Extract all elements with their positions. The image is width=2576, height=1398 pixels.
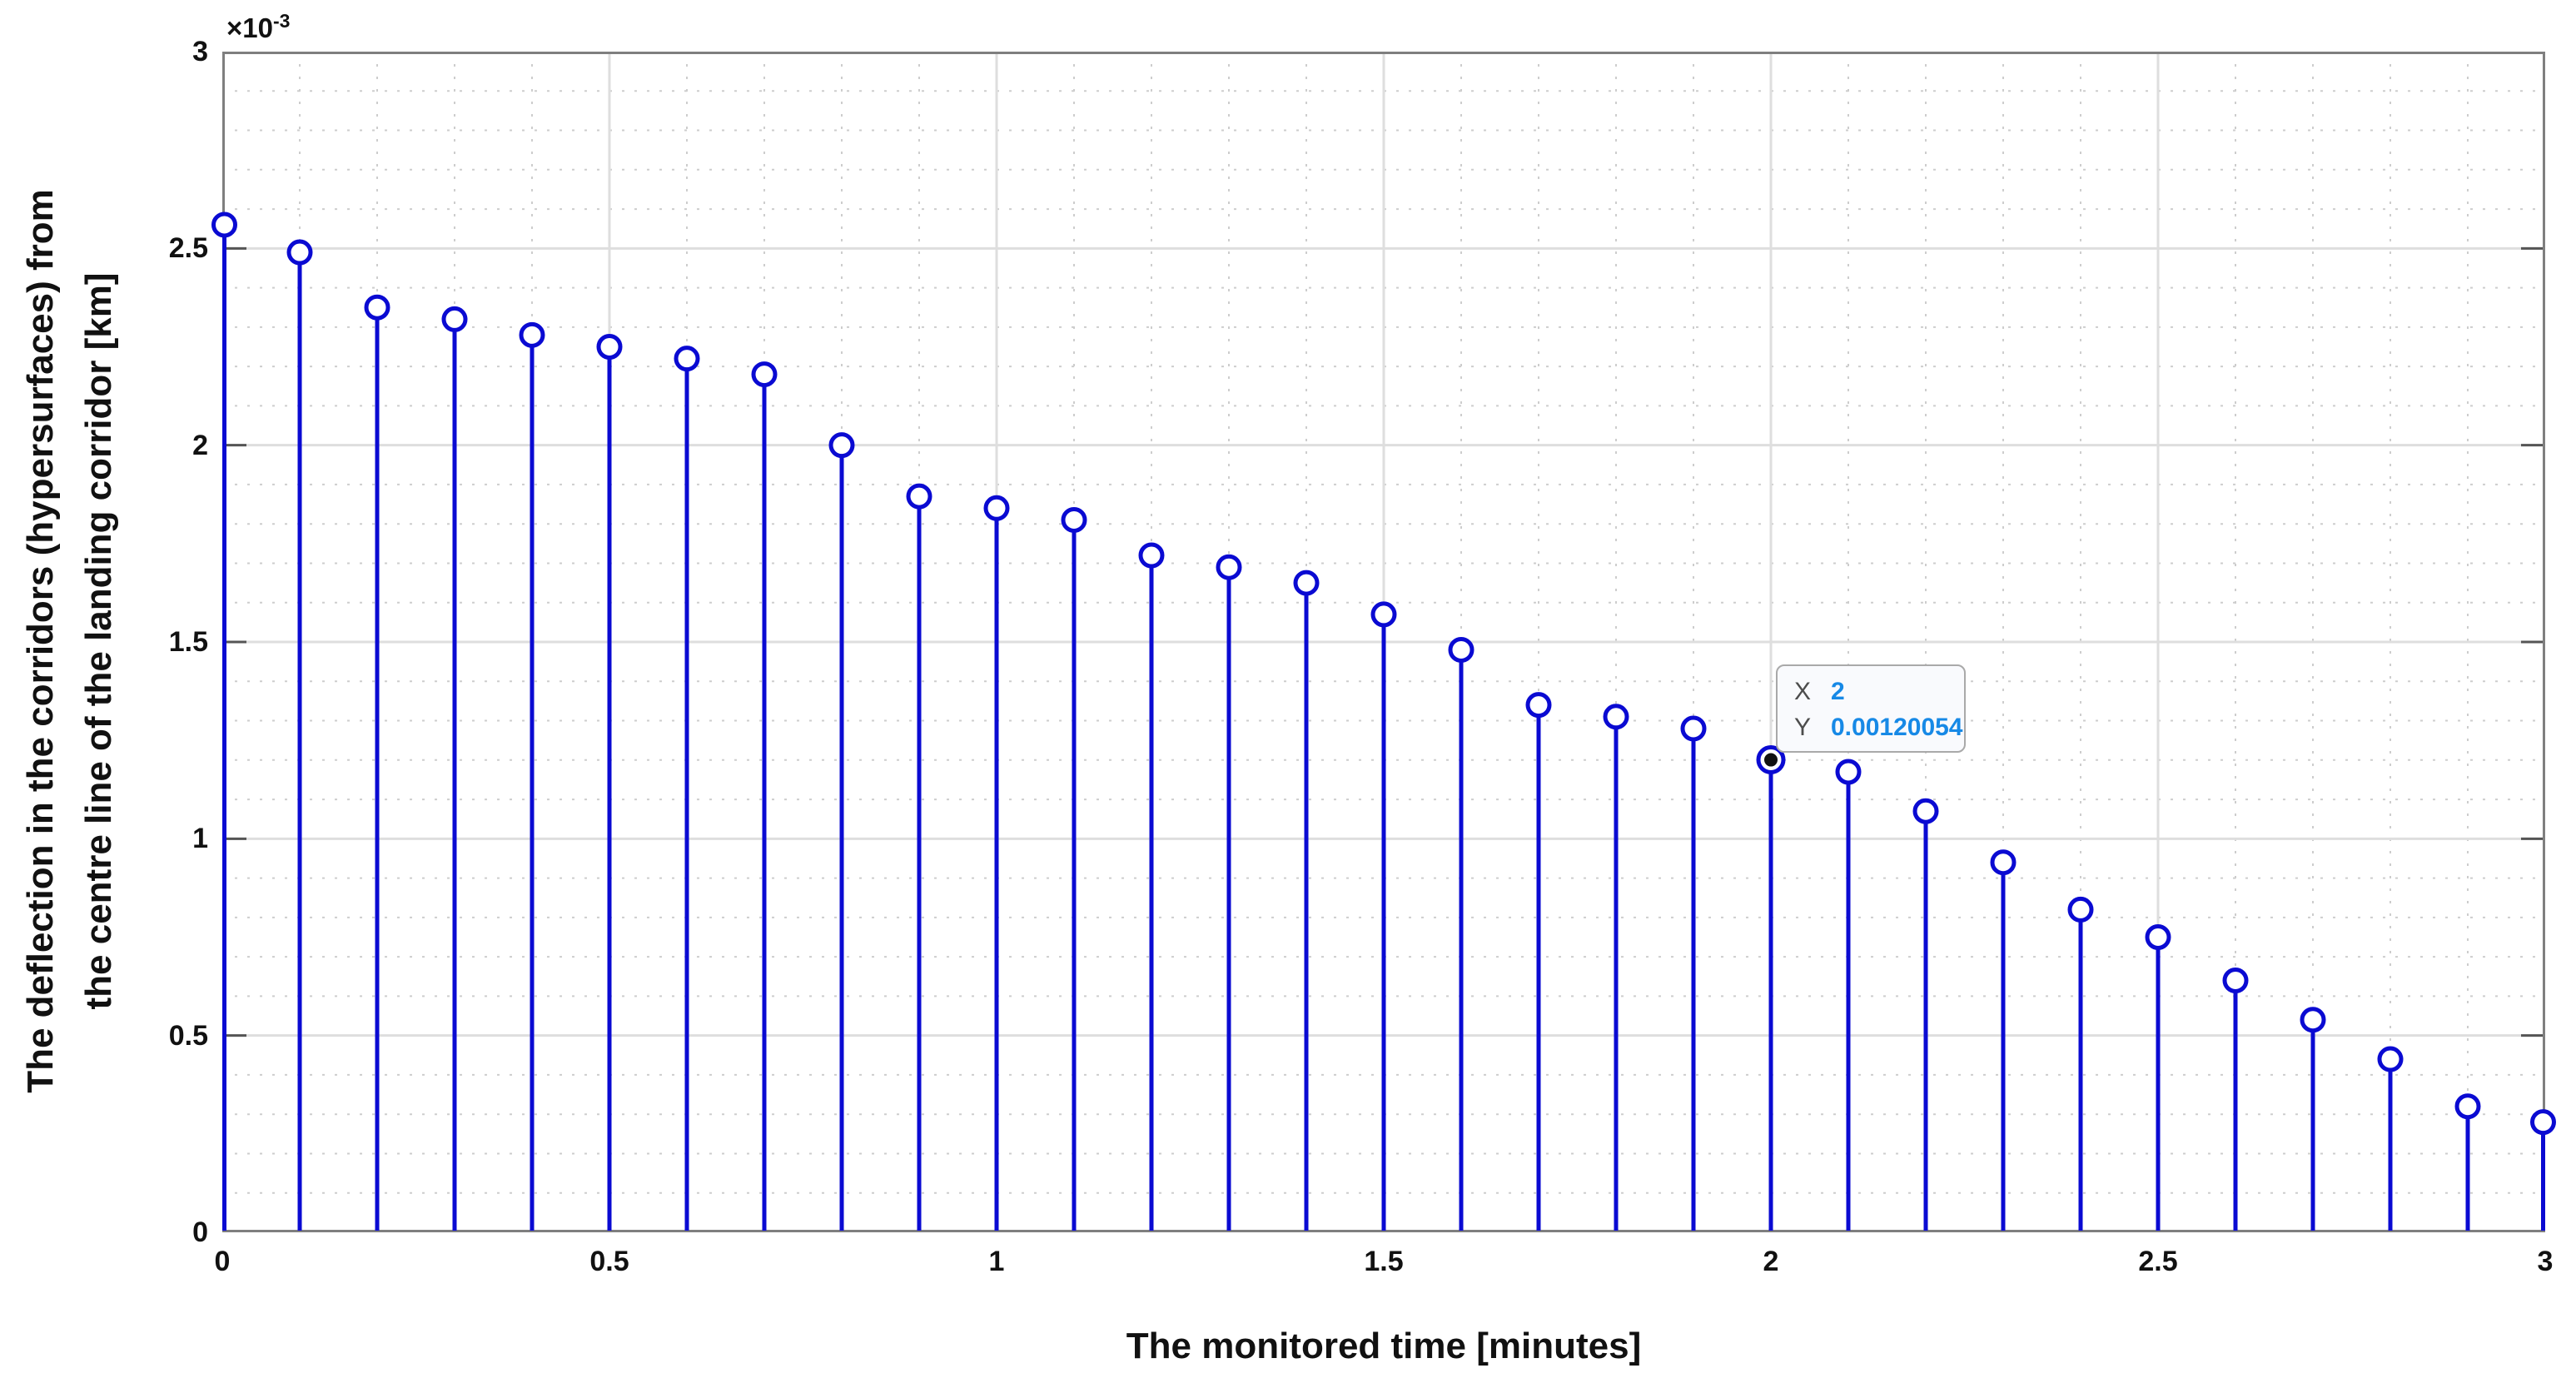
stem-marker[interactable] [2145,924,2171,950]
stem-marker[interactable] [519,321,545,348]
stem-chart [211,52,2556,1232]
stem-marker[interactable] [2067,896,2094,923]
y-tick-label: 0.5 [168,1019,208,1052]
stem-marker[interactable] [906,483,932,510]
datatip-y-label: Y [1794,714,1812,741]
y-tick-label: 2.5 [168,232,208,265]
stem-marker[interactable] [751,361,778,388]
stem-marker[interactable] [211,211,237,238]
datatip-x-label: X [1794,678,1812,705]
stem-marker[interactable] [1680,715,1707,742]
x-tick-label: 3 [2537,1246,2554,1277]
x-tick-label: 2.5 [2138,1246,2178,1277]
x-tick-label: 2 [1763,1246,1779,1277]
y-axis-exponent-base: ×10 [226,12,273,43]
stem-marker[interactable] [828,432,855,459]
stem-marker[interactable] [2454,1093,2481,1120]
stem-marker[interactable] [1912,798,1939,824]
stem-marker[interactable] [2300,1007,2326,1033]
stem-marker[interactable] [2377,1046,2404,1072]
x-axis-label: The monitored time [minutes] [1126,1326,1642,1366]
stem-marker[interactable] [1603,704,1629,730]
datatip-x-value: 2 [1831,678,1845,705]
stem-marker[interactable] [2530,1109,2556,1136]
stem-marker[interactable] [674,346,700,372]
stem-marker[interactable] [1370,601,1397,628]
y-tick-label: 0 [192,1216,208,1248]
y-tick-label: 2 [192,429,208,461]
datatip-y-value: 0.00120054 [1831,714,1963,741]
stem-marker[interactable] [1061,506,1087,533]
x-tick-label: 1.5 [1364,1246,1404,1277]
stem-marker[interactable] [596,334,623,360]
stem-marker[interactable] [1990,849,2017,876]
stem-marker[interactable] [1138,542,1165,569]
selected-point-dot [1764,753,1778,767]
y-tick-label: 1 [192,823,208,855]
stem-marker[interactable] [1293,570,1320,596]
stem-marker[interactable] [1835,759,1862,785]
x-tick-label: 1 [988,1246,1005,1277]
stem-marker[interactable] [286,239,313,266]
x-tick-label: 0.5 [589,1246,629,1277]
stem-marker[interactable] [1525,692,1552,719]
datatip-y-row: Y 0.00120054 [1794,709,1964,745]
stem-marker[interactable] [364,294,390,321]
stem-marker[interactable] [1216,554,1242,580]
y-tick-label: 1.5 [168,626,208,658]
y-axis-exponent-power: -3 [272,10,291,32]
stem-marker[interactable] [1448,636,1474,663]
stem-marker[interactable] [2222,967,2249,993]
x-tick-label: 0 [214,1246,231,1277]
stem-marker[interactable] [441,306,468,332]
stem-marker[interactable] [983,495,1010,521]
y-axis-exponent-label: ×10-3 [226,10,290,44]
y-tick-label: 3 [192,36,208,67]
